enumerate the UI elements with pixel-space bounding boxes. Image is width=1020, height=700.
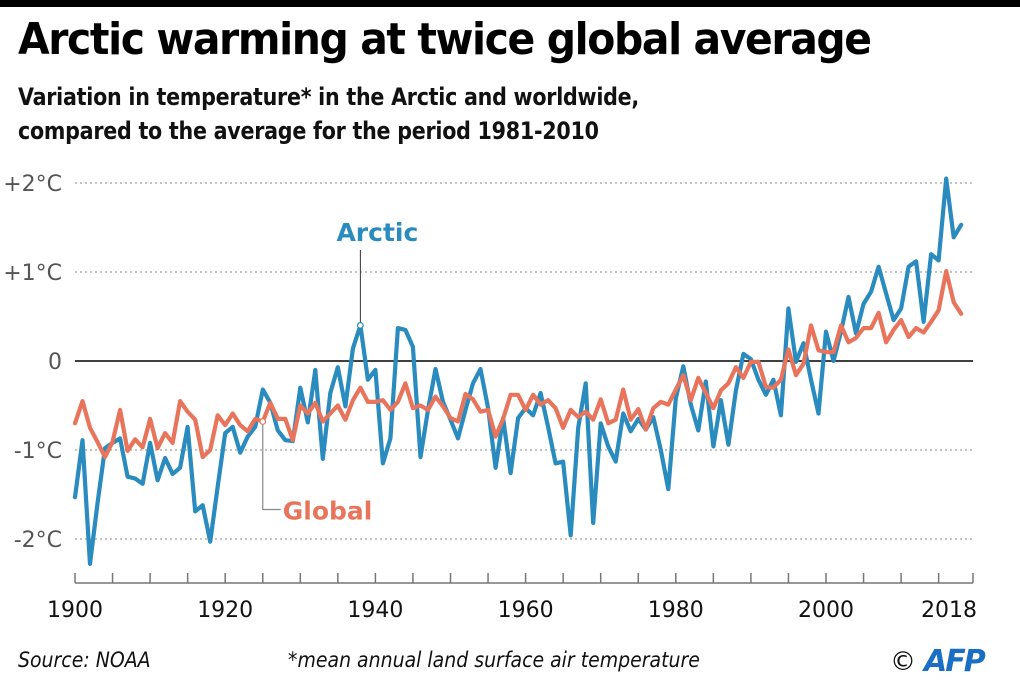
subtitle-line-1: Variation in temperature* in the Arctic … — [18, 83, 640, 111]
global-leader-line — [262, 421, 281, 511]
arctic-marker — [356, 322, 364, 329]
source-note: Source: NOAA — [18, 648, 151, 672]
arctic-label: Arctic — [336, 218, 418, 247]
y-axis-labels: +2°C +1°C 0 -1°C -2°C — [3, 172, 62, 553]
series-line-global — [72, 269, 964, 460]
x-tick-label: 2018 — [921, 598, 977, 623]
afp-logo: AFP — [924, 644, 986, 679]
y-tick-label: -2°C — [14, 528, 62, 553]
series-lines — [72, 176, 964, 567]
x-tick-label: 1900 — [47, 598, 103, 623]
subtitle-line-2: compared to the average for the period 1… — [18, 117, 599, 145]
gridlines — [75, 182, 973, 540]
x-tick-label: 1980 — [648, 598, 704, 623]
x-tick-label: 1960 — [498, 598, 554, 623]
global-marker — [259, 418, 267, 425]
y-tick-label: +2°C — [3, 172, 62, 197]
x-tick-label: 1940 — [347, 598, 403, 623]
x-tick-label: 1920 — [197, 598, 253, 623]
copyright-icon: © — [890, 646, 916, 677]
x-axis: 1900 1920 1940 1960 1980 2000 2018 — [47, 573, 977, 623]
y-tick-label: +1°C — [3, 261, 62, 286]
top-bar — [0, 0, 1020, 7]
chart-title: Arctic warming at twice global average — [18, 14, 872, 65]
footnote: *mean annual land surface air temperatur… — [288, 648, 700, 672]
x-tick-label: 2000 — [798, 598, 854, 623]
credit: © AFP — [890, 644, 986, 679]
annotations: Arctic Global — [259, 218, 418, 526]
series-line-arctic — [72, 176, 964, 567]
y-tick-label: -1°C — [14, 439, 62, 464]
y-tick-label: 0 — [48, 350, 62, 375]
global-label: Global — [283, 497, 373, 526]
chart-subtitle: Variation in temperature* in the Arctic … — [18, 80, 639, 148]
